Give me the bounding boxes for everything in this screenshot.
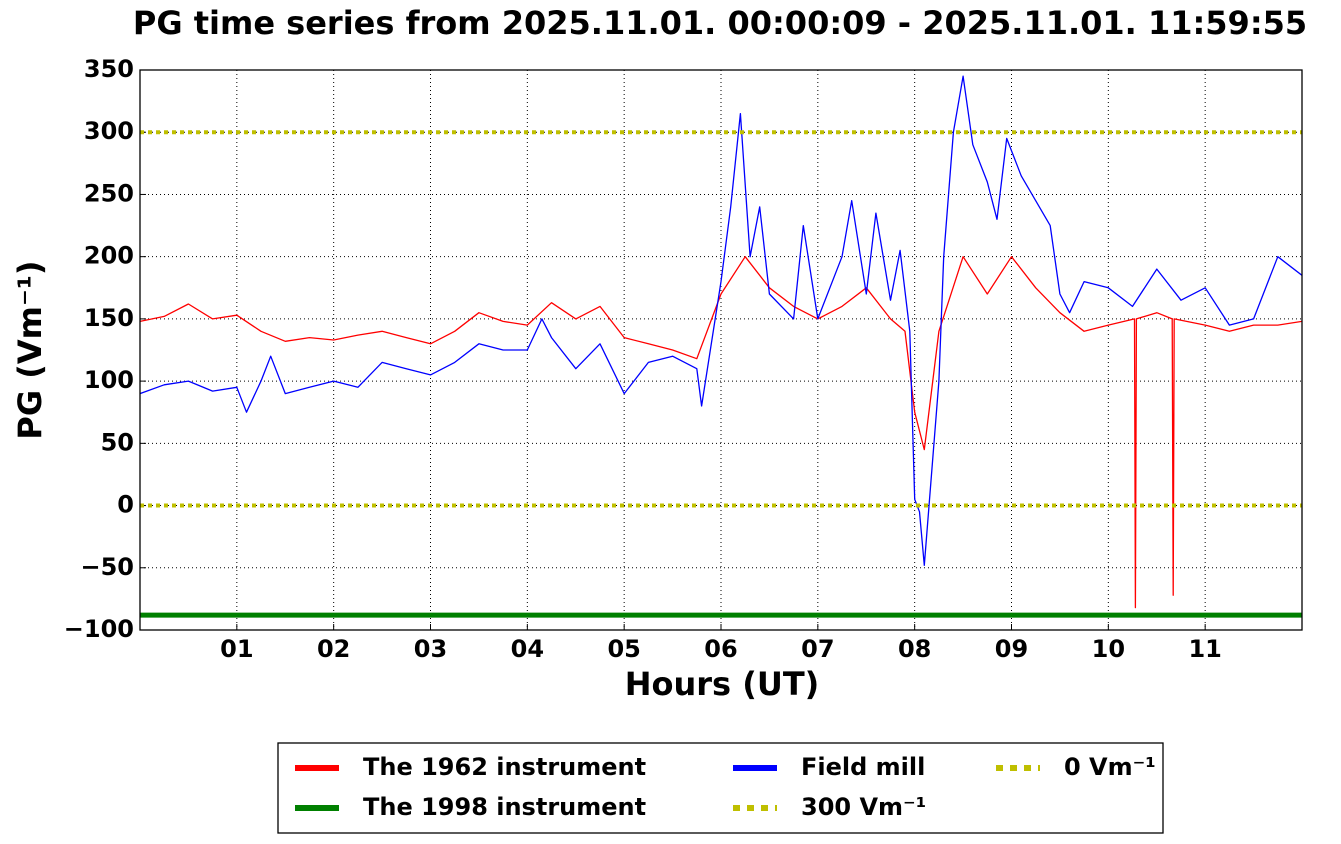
y-axis-label: PG (Vm⁻¹): [11, 260, 49, 439]
y-tick-label: 200: [84, 242, 134, 270]
x-tick-label: 07: [801, 635, 834, 663]
y-tick-label: 300: [84, 117, 134, 145]
series-line: [140, 75, 1302, 566]
plot-lines: [140, 75, 1302, 618]
y-tick-label: −50: [80, 553, 134, 581]
y-tick-label: 150: [84, 304, 134, 332]
x-tick-label: 04: [511, 635, 544, 663]
x-tick-label: 11: [1188, 635, 1221, 663]
legend-label: 0 Vm⁻¹: [1064, 753, 1156, 781]
y-tick-label: 50: [101, 428, 134, 456]
x-tick-label: 06: [704, 635, 737, 663]
legend-label: Field mill: [801, 753, 925, 781]
legend-label: The 1962 instrument: [363, 753, 646, 781]
series-line: [140, 256, 1302, 609]
x-tick-label: 10: [1092, 635, 1125, 663]
y-tick-label: 350: [84, 55, 134, 83]
x-tick-label: 05: [607, 635, 640, 663]
x-tick-label: 08: [898, 635, 931, 663]
plot-frame: [139, 69, 1303, 631]
legend-box: [277, 742, 1164, 834]
x-tick-label: 09: [995, 635, 1028, 663]
x-tick-label: 03: [414, 635, 447, 663]
y-tick-label: −100: [64, 615, 134, 643]
legend-label: 300 Vm⁻¹: [801, 793, 926, 821]
y-tick-label: 0: [117, 491, 134, 519]
x-tick-label: 01: [220, 635, 253, 663]
legend-label: The 1998 instrument: [363, 793, 646, 821]
y-tick-label: 100: [84, 366, 134, 394]
x-axis-label: Hours (UT): [625, 665, 820, 703]
y-tick-label: 250: [84, 179, 134, 207]
chart-title: PG time series from 2025.11.01. 00:00:09…: [133, 4, 1307, 42]
x-tick-label: 02: [317, 635, 350, 663]
